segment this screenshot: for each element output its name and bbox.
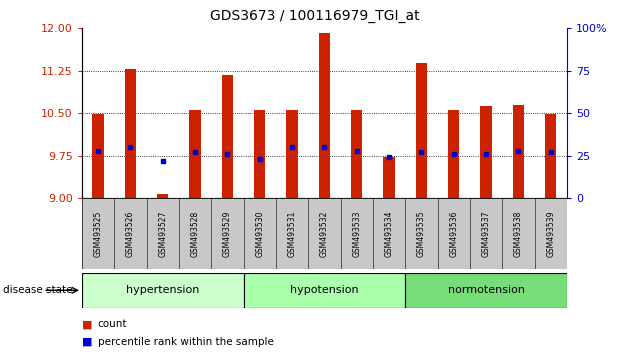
Bar: [222, 75, 233, 198]
Text: GSM493534: GSM493534: [385, 210, 394, 257]
Text: GSM493527: GSM493527: [158, 210, 167, 257]
Text: hypertension: hypertension: [126, 285, 200, 295]
FancyBboxPatch shape: [82, 273, 244, 308]
Bar: [416, 63, 427, 198]
Text: GSM493533: GSM493533: [352, 210, 361, 257]
Text: GSM493539: GSM493539: [546, 210, 555, 257]
Bar: [448, 110, 459, 198]
Text: GSM493530: GSM493530: [255, 210, 264, 257]
Text: count: count: [98, 319, 127, 329]
Text: ■: ■: [82, 337, 93, 347]
Bar: [513, 105, 524, 198]
Text: GSM493538: GSM493538: [514, 210, 523, 257]
Bar: [545, 114, 556, 198]
Text: GSM493525: GSM493525: [94, 210, 103, 257]
Bar: [93, 114, 104, 198]
FancyBboxPatch shape: [244, 273, 405, 308]
Bar: [125, 69, 136, 198]
Bar: [190, 110, 201, 198]
Text: percentile rank within the sample: percentile rank within the sample: [98, 337, 273, 347]
Text: GSM493526: GSM493526: [126, 210, 135, 257]
Bar: [481, 107, 492, 198]
Text: disease state: disease state: [3, 285, 72, 295]
Text: ■: ■: [82, 319, 93, 329]
Text: hypotension: hypotension: [290, 285, 358, 295]
Bar: [157, 194, 168, 198]
Bar: [254, 110, 265, 198]
Text: GSM493529: GSM493529: [223, 210, 232, 257]
Bar: [319, 33, 330, 198]
Text: GSM493531: GSM493531: [288, 210, 297, 257]
Text: GSM493537: GSM493537: [482, 210, 491, 257]
Text: normotension: normotension: [448, 285, 525, 295]
Text: GSM493535: GSM493535: [417, 210, 426, 257]
Bar: [384, 158, 395, 198]
Text: GSM493528: GSM493528: [191, 211, 200, 257]
Text: GDS3673 / 100116979_TGI_at: GDS3673 / 100116979_TGI_at: [210, 9, 420, 23]
Bar: [351, 110, 362, 198]
Bar: [287, 110, 298, 198]
FancyBboxPatch shape: [405, 273, 567, 308]
Text: GSM493532: GSM493532: [320, 210, 329, 257]
Text: GSM493536: GSM493536: [449, 210, 458, 257]
